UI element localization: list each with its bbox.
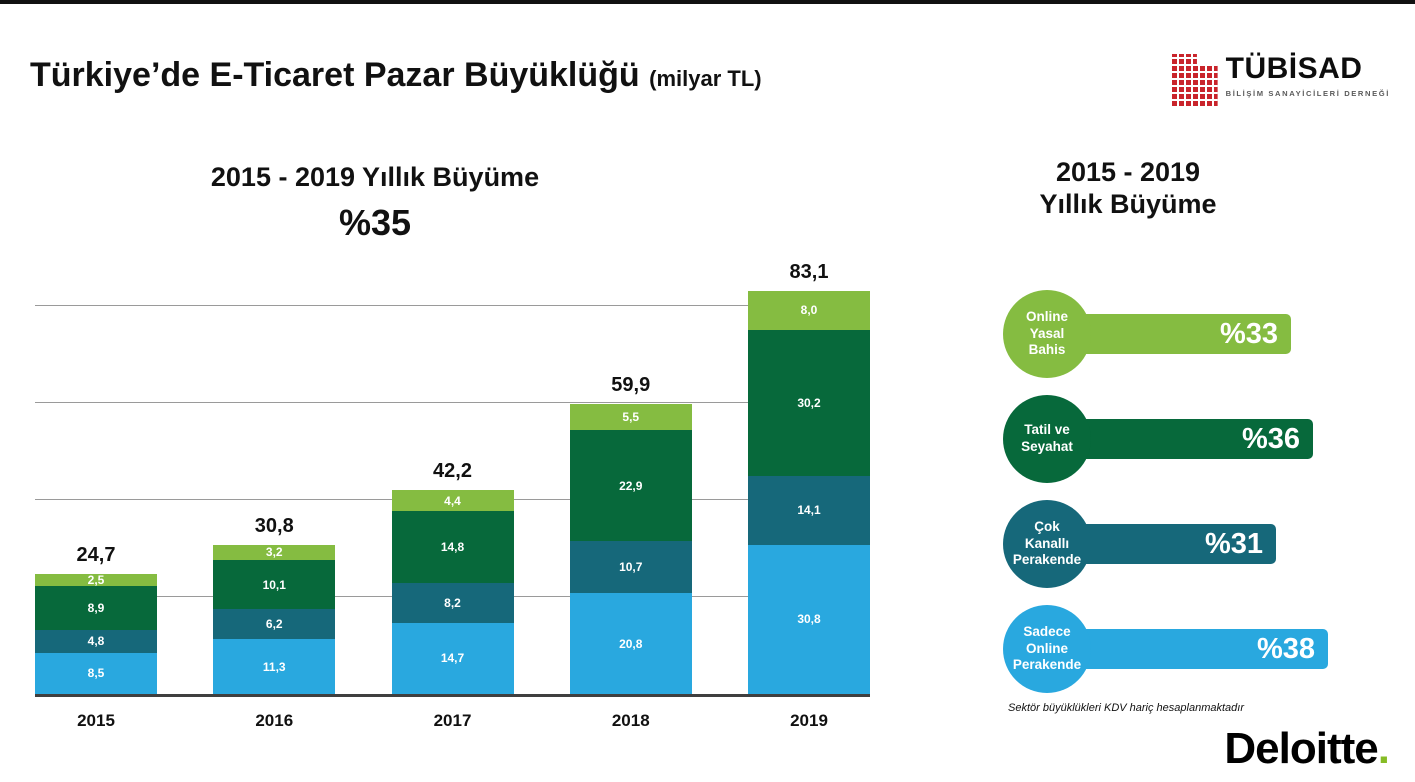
bar-segment: 8,9: [35, 586, 157, 630]
tubisad-logo-name: TÜBİSAD: [1225, 52, 1363, 85]
growth-item: %36 Tatil ve Seyahat: [1003, 395, 1403, 483]
x-axis-label: 2015: [77, 711, 115, 730]
deloitte-logo-dot: .: [1377, 724, 1390, 773]
x-axis-label: 2017: [433, 711, 472, 730]
bar-total-label: 59,9: [611, 373, 651, 396]
right-panel-title: 2015 - 2019 Yıllık Büyüme: [988, 156, 1268, 221]
growth-percent: %38: [1256, 632, 1315, 665]
page-title-main: Türkiye’de E-Ticaret Pazar Büyüklüğü: [30, 56, 640, 94]
bar-segment: 6,2: [213, 609, 336, 640]
bar-segment: 8,2: [391, 582, 514, 623]
right-panel-title-line1: 2015 - 2019: [1055, 157, 1201, 187]
bar-segment: 14,1: [748, 476, 870, 545]
bar-segment: 14,7: [391, 622, 514, 694]
tubisad-logo: TÜBİSAD BİLİŞİM SANAYİCİLERİ DERNEĞİ: [1171, 52, 1390, 106]
bar-total-label: 30,8: [254, 514, 294, 537]
tubisad-logo-subtitle: BİLİŞİM SANAYİCİLERİ DERNEĞİ: [1225, 89, 1390, 98]
tubisad-grid-icon: [1171, 54, 1218, 106]
tubisad-logo-text-block: TÜBİSAD BİLİŞİM SANAYİCİLERİ DERNEĞİ: [1225, 52, 1390, 99]
bar-segment: 30,8: [748, 544, 870, 694]
growth-category: Çok Kanallı Perakende: [1003, 500, 1091, 588]
growth-item: %33 Online Yasal Bahis: [1003, 290, 1403, 378]
growth-legend: %33 Online Yasal Bahis %36 Tatil ve Seyahat…: [1003, 290, 1403, 710]
deloitte-logo-text: Deloitte: [1224, 724, 1378, 773]
gridline: [35, 402, 870, 403]
bar-segment: 10,1: [213, 560, 336, 610]
bar-2018: 20,8 10,7 22,9 5,5 59,9 2018: [569, 252, 692, 730]
chart-growth-label: %35: [338, 202, 412, 243]
bar-segment: 14,8: [391, 511, 514, 583]
gridline: [35, 305, 870, 306]
growth-item: %38 Sadece Online Perakende: [1003, 605, 1403, 693]
bar-segment: 11,3: [213, 639, 336, 694]
x-axis-label: 2019: [790, 711, 828, 730]
bar-2017: 14,7 8,2 14,8 4,4 42,2 2017: [391, 252, 514, 730]
bar-segment: 3,2: [213, 544, 336, 561]
bar-segment: 4,4: [391, 489, 514, 512]
x-axis-label: 2018: [611, 711, 650, 730]
bar-2019: 30,8 14,1 30,2 8,0 83,1 2019: [748, 252, 870, 730]
bar-segment: 8,5: [35, 652, 157, 694]
growth-category: Sadece Online Perakende: [1003, 605, 1091, 693]
bar-total-label: 24,7: [76, 544, 116, 567]
growth-percent: %36: [1241, 422, 1300, 455]
bar-segment: 2,5: [35, 574, 157, 587]
page-title: Türkiye’de E-Ticaret Pazar Büyüklüğü (mi…: [30, 56, 762, 95]
bar-segment: 10,7: [569, 541, 692, 594]
x-axis-label: 2016: [255, 711, 294, 730]
chart-subtitle: 2015 - 2019 Yıllık Büyüme: [210, 162, 540, 192]
deloitte-logo: Deloitte.: [1224, 724, 1390, 774]
bar-segment: 8,0: [748, 290, 870, 330]
right-panel-title-line2: Yıllık Büyüme: [1039, 189, 1217, 220]
page-title-suffix: (milyar TL): [649, 66, 762, 91]
bar-segment: 4,8: [35, 629, 157, 653]
bar-segment: 20,8: [569, 593, 692, 694]
growth-category: Tatil ve Seyahat: [1003, 395, 1091, 483]
growth-item: %31 Çok Kanallı Perakende: [1003, 500, 1403, 588]
growth-category: Online Yasal Bahis: [1003, 290, 1091, 378]
bar-segment: 5,5: [569, 403, 692, 431]
footnote: Sektör büyüklükleri KDV hariç hesaplanma…: [1008, 702, 1245, 714]
bar-2016: 11,3 6,2 10,1 3,2 30,8 2016: [213, 252, 336, 730]
bar-segment: 30,2: [748, 329, 870, 477]
growth-percent: %33: [1219, 317, 1278, 350]
growth-percent: %31: [1204, 527, 1263, 560]
growth-bar: %38: [1047, 629, 1328, 669]
bar-total-label: 83,1: [789, 260, 829, 283]
bar-segment: 22,9: [569, 430, 692, 542]
growth-bar: %36: [1047, 419, 1313, 459]
stacked-bar-chart: 8,5 4,8 8,9 2,5 24,7 2015 11,3 6,2 10,1 3,2 30,8 20…: [35, 252, 870, 730]
bar-2015: 8,5 4,8 8,9 2,5 24,7 2015: [35, 252, 157, 730]
bar-total-label: 42,2: [433, 459, 472, 482]
